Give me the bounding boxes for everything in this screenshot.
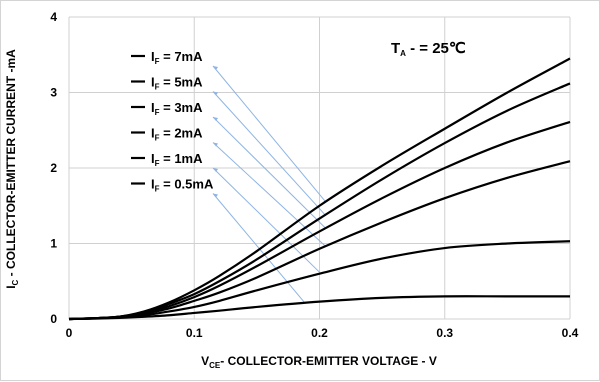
legend-label: IF = 3mA — [151, 100, 203, 117]
legend-label-main: I — [151, 177, 155, 192]
y-tick-label: 3 — [50, 86, 57, 100]
y-axis-title-rest: - COLLECTOR-EMITTER CURRENT -mA — [4, 49, 18, 280]
legend-label: IF = 1mA — [151, 151, 203, 168]
legend-label-sub: F — [155, 185, 160, 194]
tick-labels: 0 0.1 0.2 0.3 0.4 0 1 2 3 4 — [50, 10, 578, 340]
x-axis-title-sub: CE — [209, 361, 221, 370]
y-tick-label: 0 — [50, 312, 57, 326]
legend-label-sub: F — [155, 159, 160, 168]
legend-label-main: I — [151, 75, 155, 90]
condition-sub: A — [400, 49, 406, 58]
legend-label-main: I — [151, 100, 155, 115]
legend-label-rest: = 5mA — [160, 75, 204, 90]
legend-label: IF = 0.5mA — [151, 177, 214, 194]
legend-leader-arrowhead — [213, 142, 218, 147]
legend-leader-line — [212, 193, 305, 303]
legend-leader-line — [212, 65, 327, 203]
legend-label-rest: = 7mA — [160, 49, 204, 64]
legend-label-rest: = 0.5mA — [160, 177, 214, 192]
x-axis-title-main: V — [201, 354, 209, 368]
legend-label-sub: F — [155, 134, 160, 143]
y-axis-title-sub: C — [11, 279, 20, 285]
y-tick-label: 4 — [50, 10, 57, 24]
grid — [68, 16, 571, 320]
legend-label-main: I — [151, 126, 155, 141]
legend-label-rest: = 2mA — [160, 126, 204, 141]
legend-leader-arrowhead — [213, 193, 218, 198]
legend-label: IF = 2mA — [151, 126, 203, 143]
legend-label: IF = 7mA — [151, 49, 203, 66]
x-axis-title-rest: - COLLECTOR-EMITTER VOLTAGE - V — [220, 354, 437, 368]
curve-if-0p5mA — [68, 295, 570, 321]
legend-leader-line — [212, 167, 320, 273]
legend-leader-arrowhead — [213, 117, 218, 121]
condition-main: T — [391, 40, 400, 57]
legend-leader-arrowhead — [213, 168, 218, 172]
legend-label-rest: = 1mA — [160, 151, 204, 166]
x-tick-label: 0.3 — [436, 326, 453, 340]
y-tick-label: 1 — [50, 237, 57, 251]
legend-leader-line — [212, 91, 327, 216]
legend-label-sub: F — [155, 83, 160, 92]
y-axis-title: IC - COLLECTOR-EMITTER CURRENT -mA — [4, 49, 20, 289]
condition-rest: - = 25℃ — [406, 40, 466, 57]
x-axis-title: VCE- COLLECTOR-EMITTER VOLTAGE - V — [201, 354, 437, 370]
legend-label-rest: = 3mA — [160, 100, 204, 115]
legend-label: IF = 5mA — [151, 75, 203, 92]
legend-leader-lines — [212, 65, 327, 303]
x-tick-label: 0.2 — [311, 326, 328, 340]
legend-leader-arrowhead — [213, 66, 218, 70]
y-axis-title-main: I — [4, 285, 18, 288]
x-tick-label: 0.1 — [186, 326, 203, 340]
legend-label-main: I — [151, 151, 155, 166]
curves — [68, 57, 571, 321]
legend-leader-line — [212, 116, 327, 229]
legend-leader-arrowhead — [213, 91, 218, 96]
x-tick-label: 0 — [66, 326, 73, 340]
legend-label-sub: F — [155, 108, 160, 117]
condition-label: TA - = 25℃ — [391, 40, 466, 58]
legend-label-sub: F — [155, 57, 160, 66]
legend-leader-line — [212, 142, 327, 247]
legend-label-main: I — [151, 49, 155, 64]
y-tick-label: 2 — [50, 161, 57, 175]
x-tick-label: 0.4 — [562, 326, 579, 340]
